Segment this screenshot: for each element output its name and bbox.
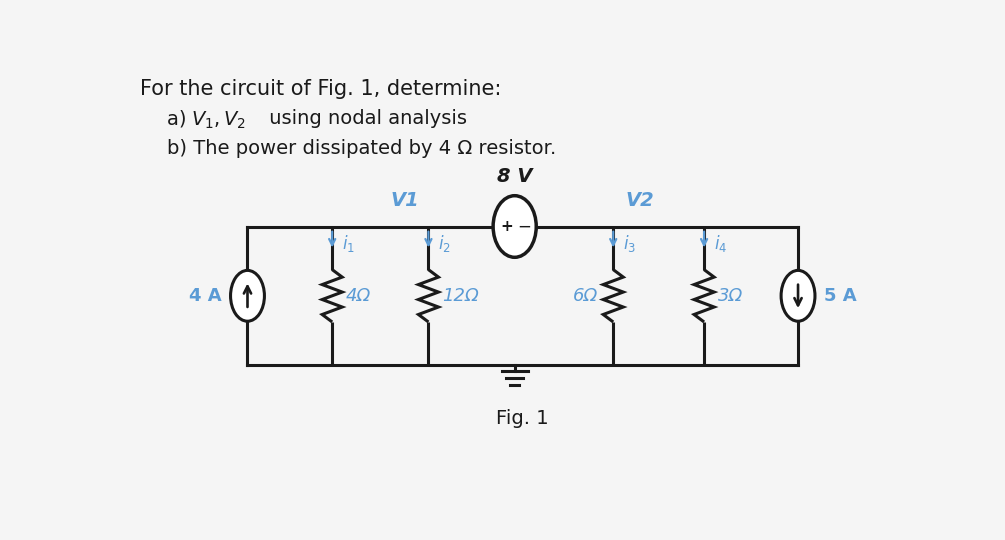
Ellipse shape <box>493 195 537 257</box>
Ellipse shape <box>230 271 264 321</box>
Text: $\mathit{i}_2$: $\mathit{i}_2$ <box>438 233 451 254</box>
Text: V1: V1 <box>391 191 420 210</box>
Text: 12Ω: 12Ω <box>442 287 479 305</box>
Text: 3Ω: 3Ω <box>718 287 744 305</box>
Text: −: − <box>517 218 531 235</box>
Text: For the circuit of Fig. 1, determine:: For the circuit of Fig. 1, determine: <box>140 79 501 99</box>
Text: $\mathit{i}_3$: $\mathit{i}_3$ <box>623 233 636 254</box>
Text: using nodal analysis: using nodal analysis <box>263 110 467 129</box>
Text: 4 A: 4 A <box>189 287 221 305</box>
Text: $\mathit{i}_1$: $\mathit{i}_1$ <box>342 233 355 254</box>
Text: 4Ω: 4Ω <box>346 287 371 305</box>
Text: +: + <box>500 219 514 234</box>
Text: 6Ω: 6Ω <box>573 287 598 305</box>
Text: a): a) <box>167 110 192 129</box>
Text: b) The power dissipated by 4 Ω resistor.: b) The power dissipated by 4 Ω resistor. <box>167 139 556 158</box>
Text: $V_1, V_2$: $V_1, V_2$ <box>191 110 246 131</box>
Text: 8 V: 8 V <box>496 167 533 186</box>
Text: 5 A: 5 A <box>824 287 857 305</box>
Ellipse shape <box>781 271 815 321</box>
Text: $\mathit{i}_4$: $\mathit{i}_4$ <box>715 233 728 254</box>
Text: Fig. 1: Fig. 1 <box>496 409 549 429</box>
Text: V2: V2 <box>626 191 654 210</box>
